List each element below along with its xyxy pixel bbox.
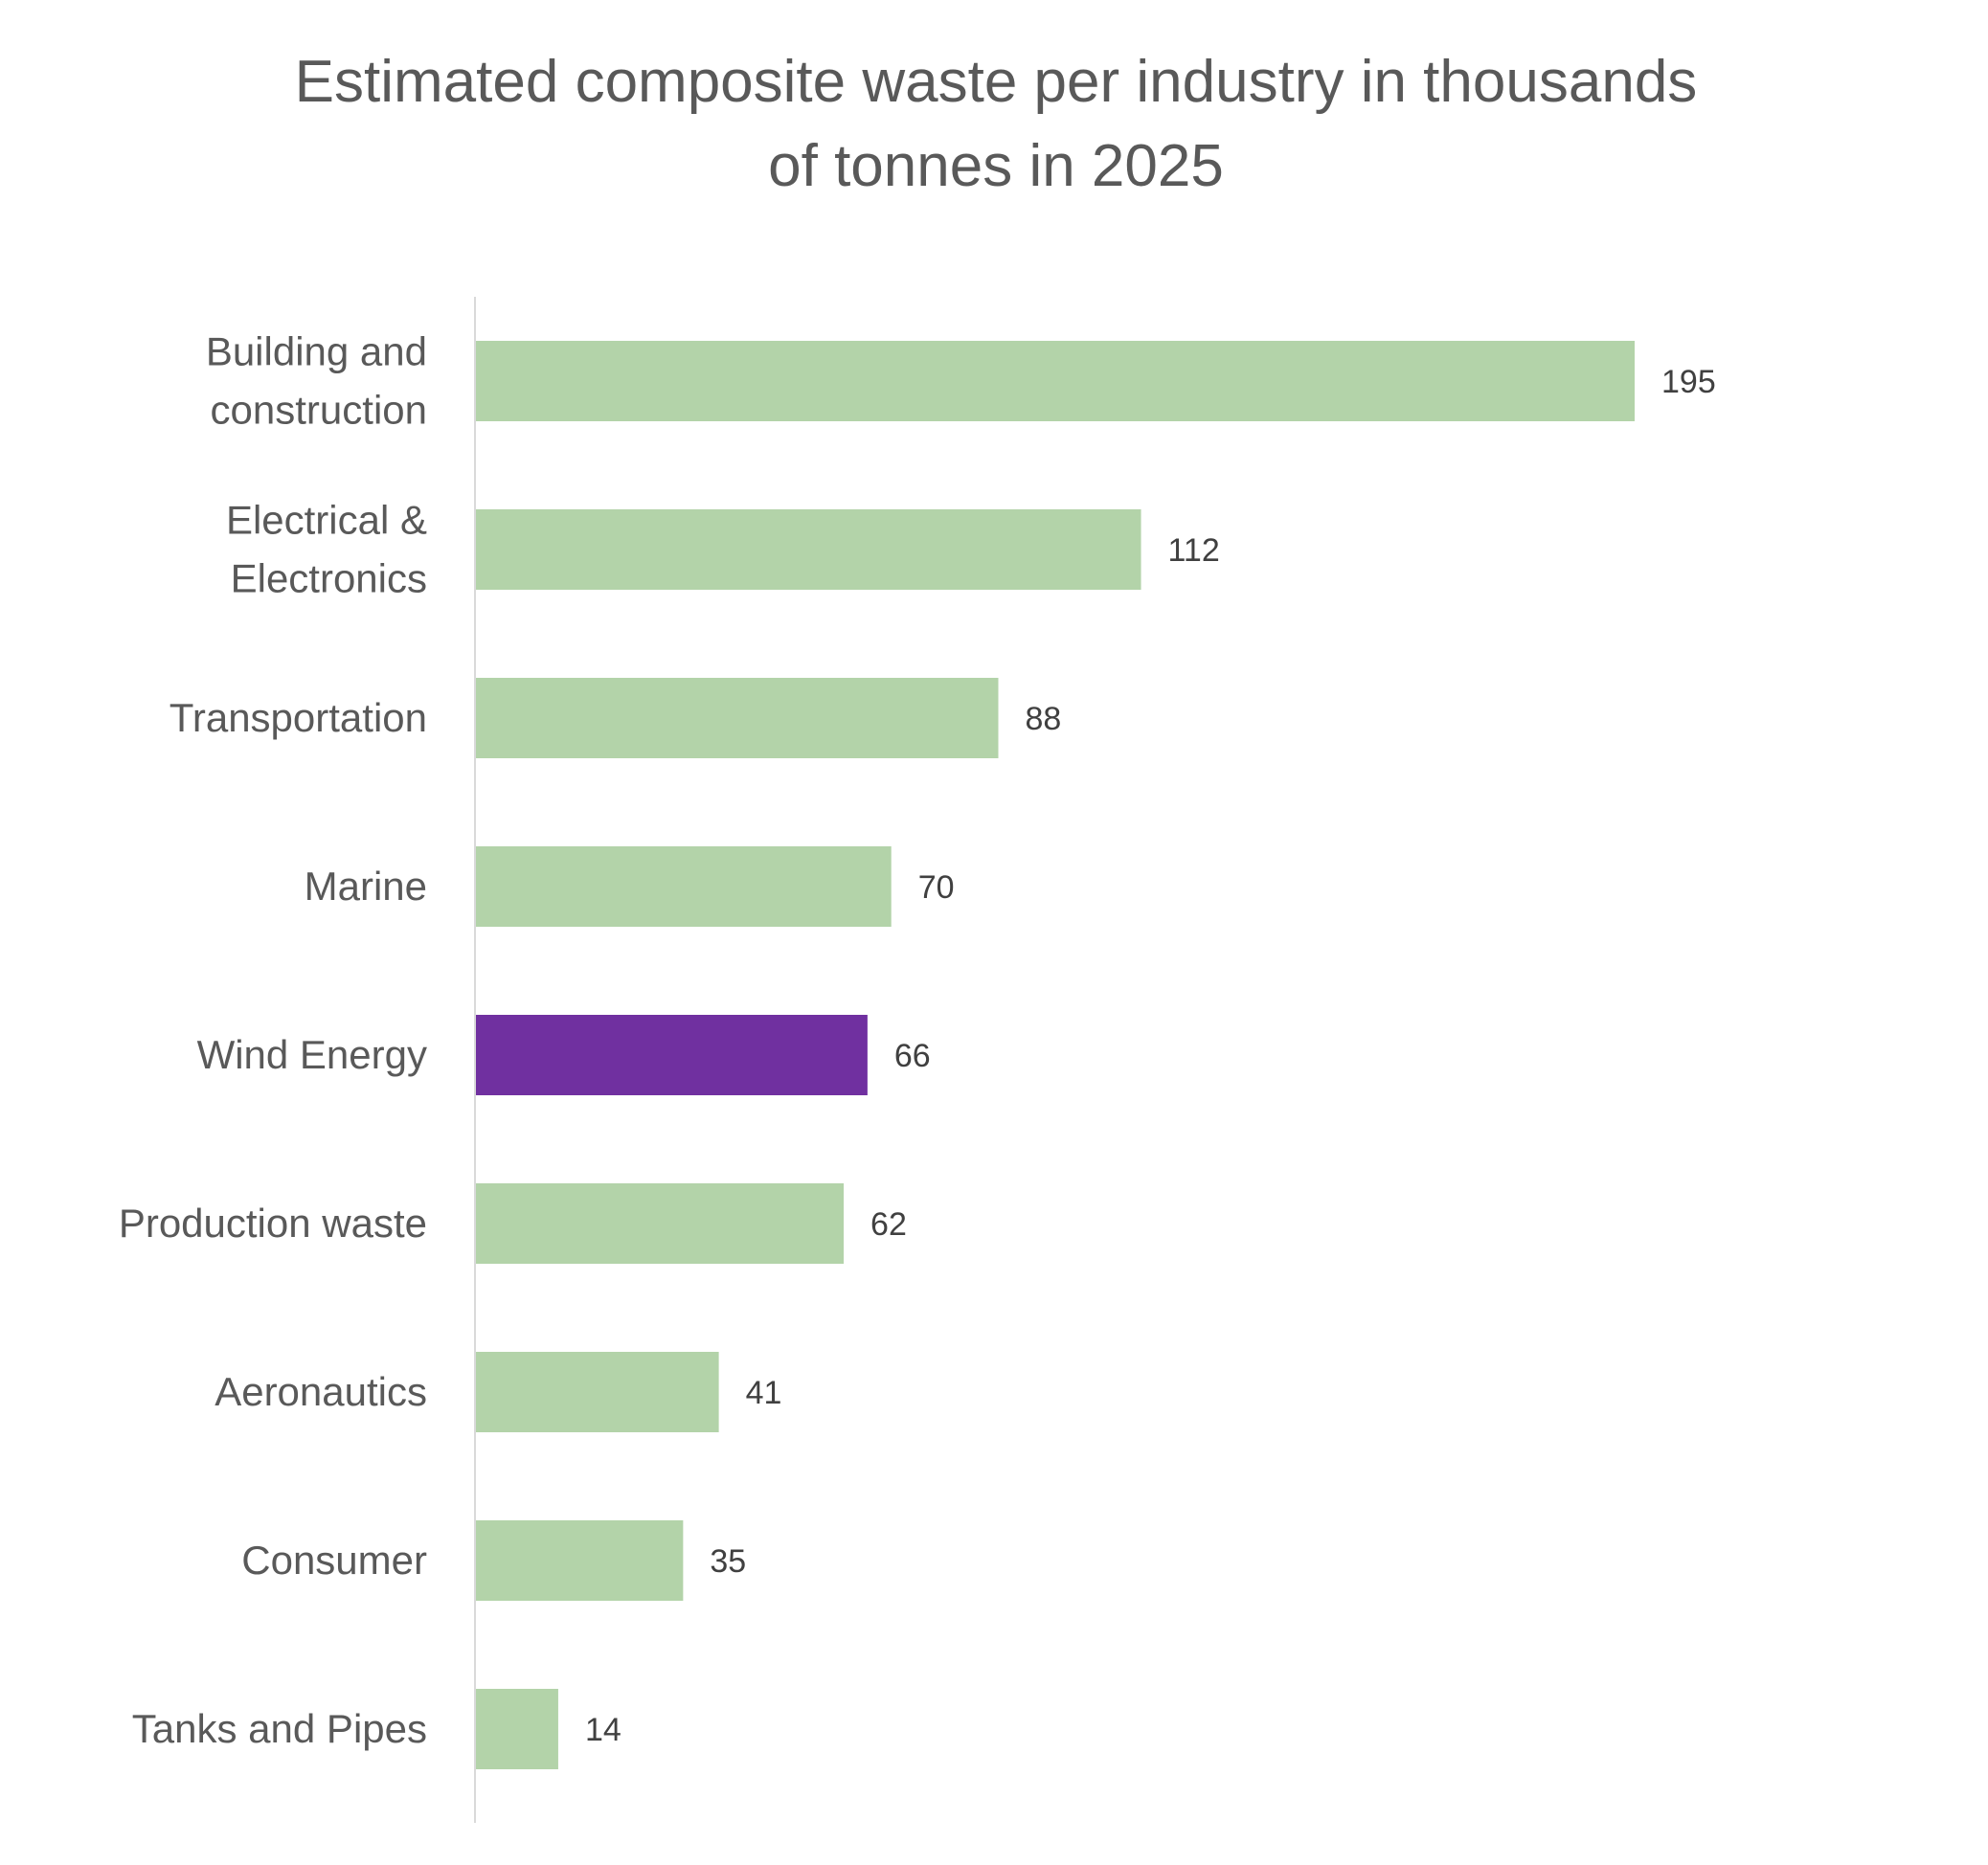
bar-value-label: 112 [1168,532,1220,569]
bars-group [475,341,1635,1769]
bar [475,678,999,758]
bar-value-label: 88 [1026,701,1062,737]
chart-title-line-2: of tonnes in 2025 [768,133,1224,199]
bar [475,1183,845,1264]
bar [475,341,1635,421]
bar [475,509,1141,590]
bar-value-label: 14 [585,1712,621,1748]
category-label: Transportation [169,695,427,740]
category-labels-group: Building and construction Electrical & Elec… [119,329,427,1752]
chart-title-line-1: Estimated composite waste per industry i… [295,49,1698,115]
category-label: Electronics [231,556,427,601]
category-label: Tanks and Pipes [132,1706,427,1751]
category-label: Aeronautics [215,1369,427,1414]
category-label: Electrical & [226,498,427,543]
bar-value-label: 35 [710,1543,746,1580]
bar-value-label: 195 [1661,364,1716,400]
category-label: Production waste [119,1201,427,1246]
bar [475,846,892,927]
bar [475,1689,558,1769]
category-label: Building and [206,329,427,374]
category-label: Marine [305,864,427,909]
bar-value-label: 70 [918,869,955,906]
bar-value-label: 62 [870,1206,907,1243]
bar [475,1352,719,1432]
bar-value-label: 66 [894,1038,931,1074]
category-label: Wind Energy [197,1032,427,1077]
category-label: construction [211,388,427,433]
category-label: Consumer [241,1538,427,1583]
value-labels-group: 195 112 88 70 66 62 41 35 14 [585,364,1716,1748]
bar [475,1520,684,1601]
bar [475,1015,868,1095]
bar-value-label: 41 [746,1375,782,1411]
